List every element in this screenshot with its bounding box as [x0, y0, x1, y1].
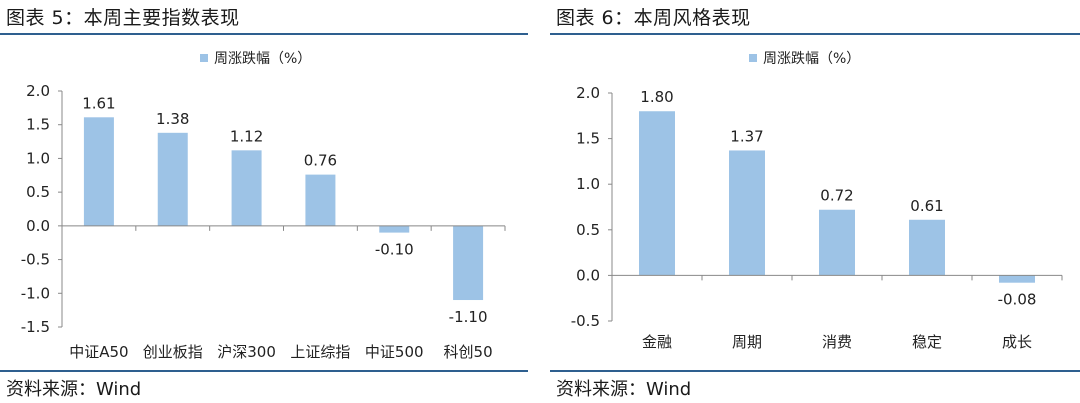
chart-title: 图表 5：本周主要指数表现 [6, 7, 240, 29]
x-tick-label: 中证A50 [69, 343, 128, 361]
bar [83, 117, 114, 226]
y-tick-label: 1.0 [26, 149, 50, 167]
data-label: -0.10 [375, 241, 414, 259]
y-tick-label: 2.0 [26, 82, 50, 100]
source-note: 资料来源：Wind [556, 379, 692, 400]
data-label: 1.37 [730, 127, 763, 145]
data-label: 0.72 [820, 187, 853, 205]
x-tick-label: 上证综指 [290, 343, 350, 361]
data-label: -0.08 [998, 291, 1037, 309]
x-tick-label: 沪深300 [217, 343, 276, 361]
bar [999, 275, 1035, 283]
y-tick-label: -0.5 [21, 251, 50, 269]
y-tick-label: -1.0 [21, 284, 50, 302]
bar [231, 150, 262, 226]
bar [639, 111, 675, 276]
y-tick-label: -0.5 [571, 312, 600, 330]
y-tick-label: 0.5 [26, 183, 50, 201]
bar [819, 209, 855, 276]
bar-chart-styles: 周涨跌幅（%） 2.0 1.5 1.0 0.5 0.0 -0.5 1.80 金融 1.37 周期 0.… [571, 51, 1063, 351]
bar [379, 225, 410, 233]
data-label: -1.10 [449, 308, 488, 326]
data-label: 1.38 [156, 110, 189, 128]
y-tick-label: -1.5 [21, 318, 50, 336]
bar [909, 219, 945, 276]
x-tick-label: 周期 [732, 333, 762, 351]
source-divider [0, 370, 528, 372]
legend-label: 周涨跌幅（%） [763, 51, 860, 67]
bar [729, 150, 765, 276]
bar-chart-indices: 周涨跌幅（%） 2.0 1.5 1.0 0.5 0.0 -0.5 -1.0 -1.5 1.61 中证… [21, 51, 506, 361]
x-tick-label: 稳定 [912, 333, 942, 351]
title-divider [0, 33, 528, 35]
y-tick-label: 0.5 [576, 221, 600, 239]
data-label: 1.80 [640, 88, 673, 106]
x-tick-label: 消费 [822, 333, 852, 351]
data-label: 0.76 [304, 152, 337, 170]
x-tick-label: 金融 [642, 333, 672, 351]
data-label: 1.12 [230, 127, 263, 145]
bar [305, 174, 336, 226]
source-note: 资料来源：Wind [6, 379, 142, 400]
chart-panel-indices: 图表 5：本周主要指数表现 周涨跌幅（%） 2.0 1.5 1.0 0.5 0.0 -0.5… [0, 0, 528, 403]
bar [453, 225, 484, 301]
legend-swatch [200, 54, 208, 62]
source-divider [550, 370, 1080, 372]
title-divider [550, 33, 1080, 35]
chart-title: 图表 6：本周风格表现 [556, 7, 751, 29]
y-tick-label: 0.0 [576, 266, 600, 284]
y-tick-label: 0.0 [26, 217, 50, 235]
y-tick-label: 1.5 [576, 130, 600, 148]
y-tick-label: 1.0 [576, 175, 600, 193]
x-tick-label: 科创50 [444, 343, 493, 361]
bar [157, 132, 188, 226]
x-tick-label: 成长 [1002, 333, 1032, 351]
x-tick-label: 中证500 [365, 343, 424, 361]
chart-panel-styles: 图表 6：本周风格表现 周涨跌幅（%） 2.0 1.5 1.0 0.5 0.0 -0.5 1.… [550, 0, 1080, 403]
legend-swatch [749, 54, 757, 62]
y-tick-label: 2.0 [576, 84, 600, 102]
x-tick-label: 创业板指 [143, 343, 203, 361]
data-label: 1.61 [82, 94, 115, 112]
legend-label: 周涨跌幅（%） [214, 51, 311, 67]
data-label: 0.61 [910, 197, 943, 215]
y-tick-label: 1.5 [26, 116, 50, 134]
